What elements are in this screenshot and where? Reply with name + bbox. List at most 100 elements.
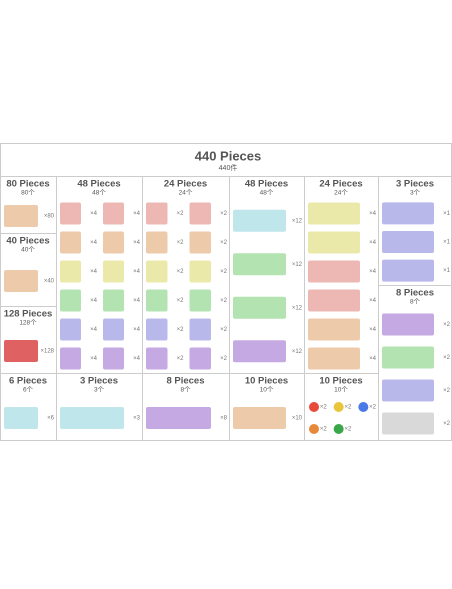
piece-quantity: ×10 [292,416,303,422]
piece-quantity: ×4 [369,356,377,362]
piece-quantity: ×2 [443,388,451,394]
piece-quantity: ×2 [443,355,451,361]
piece-image [146,348,168,370]
section-subtitle: 24个 [179,189,193,197]
piece-image [382,380,434,402]
section-title: 8 Pieces [396,288,434,299]
piece-image [308,290,360,312]
piece-image [190,348,212,370]
piece-quantity: ×2 [177,356,185,362]
piece-image [233,407,286,429]
section-subtitle: 24个 [334,189,348,197]
section-title: 24 Pieces [319,179,362,190]
piece-image [146,232,168,254]
section-title: 80 Pieces [6,179,49,190]
piece-image [308,261,360,283]
piece-image [308,203,360,225]
piece-quantity: ×4 [90,298,98,304]
piece-image [103,290,124,312]
piece-quantity: ×4 [369,327,377,333]
section-title: 128 Pieces [4,309,53,320]
section-title: 8 Pieces [166,376,204,387]
piece-image [382,202,434,224]
piece-image [103,203,124,225]
piece-quantity: ×2 [220,240,228,246]
title: 440 Pieces [195,148,262,163]
piece-quantity: ×4 [90,211,98,217]
section-title: 40 Pieces [6,236,49,247]
piece-image [146,261,168,283]
piece-image [309,424,319,434]
piece-image [60,203,81,225]
piece-quantity: ×2 [369,405,377,411]
piece-image [233,253,286,275]
section-subtitle: 3个 [94,386,105,394]
piece-image [60,232,81,254]
piece-image [190,203,212,225]
piece-quantity: ×4 [133,211,141,217]
piece-quantity: ×4 [90,356,98,362]
piece-quantity: ×12 [292,218,303,224]
piece-quantity: ×4 [133,240,141,246]
piece-image [146,290,168,312]
section-title: 48 Pieces [77,179,120,190]
piece-quantity: ×2 [220,298,228,304]
section-subtitle: 3个 [410,189,421,197]
piece-quantity: ×6 [47,416,55,422]
piece-quantity: ×4 [90,327,98,333]
piece-image [308,232,360,254]
piece-quantity: ×2 [220,327,228,333]
section-subtitle: 40个 [21,246,35,254]
piece-image [382,314,434,336]
piece-image [60,319,81,341]
piece-quantity: ×3 [133,416,141,422]
piece-quantity: ×128 [40,349,54,355]
section-subtitle: 10个 [260,386,274,394]
piece-image [190,261,212,283]
piece-quantity: ×40 [44,279,55,285]
piece-quantity: ×4 [369,298,377,304]
piece-quantity: ×2 [220,269,228,275]
piece-image [4,205,38,227]
piece-image [382,231,434,253]
piece-quantity: ×2 [177,298,185,304]
piece-image [233,297,286,319]
section-title: 3 Pieces [396,179,434,190]
subtitle: 440件 [219,163,238,172]
section-subtitle: 48个 [260,189,274,197]
piece-quantity: ×2 [320,405,328,411]
piece-image [190,232,212,254]
piece-image [334,402,344,412]
piece-quantity: ×4 [133,298,141,304]
piece-quantity: ×1 [443,268,451,274]
section-title: 48 Pieces [245,179,288,190]
section-subtitle: 80个 [21,189,35,197]
piece-quantity: ×4 [133,327,141,333]
piece-image [60,261,81,283]
piece-quantity: ×2 [443,421,451,427]
piece-image [309,402,319,412]
section-title: 10 Pieces [319,376,362,387]
piece-quantity: ×2 [443,322,451,328]
piece-image [308,348,360,370]
piece-image [190,290,212,312]
piece-quantity: ×2 [344,405,352,411]
piece-image [4,407,38,429]
piece-quantity: ×8 [220,416,228,422]
piece-image [233,210,286,232]
piece-image [4,340,38,362]
piece-quantity: ×12 [292,262,303,268]
piece-image [146,319,168,341]
piece-quantity: ×4 [369,240,377,246]
piece-quantity: ×2 [344,427,352,433]
piece-image [382,260,434,282]
section-subtitle: 10个 [334,386,348,394]
section-subtitle: 8个 [410,298,421,306]
piece-image [103,232,124,254]
piece-image [60,407,124,429]
section-title: 24 Pieces [164,179,207,190]
piece-image [308,319,360,341]
section-subtitle: 6个 [23,386,34,394]
piece-quantity: ×4 [133,269,141,275]
